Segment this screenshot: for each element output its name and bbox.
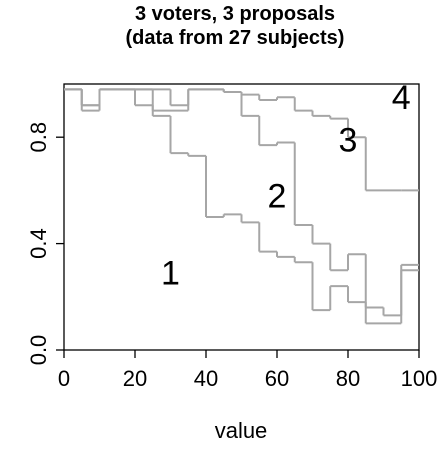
y-tick-label: 0.8 [26, 122, 51, 153]
y-tick-label: 0.0 [26, 335, 51, 366]
chart-subtitle: (data from 27 subjects) [126, 27, 345, 49]
x-tick-label: 80 [336, 366, 360, 391]
x-tick-label: 100 [401, 366, 438, 391]
annotation: 2 [268, 177, 287, 215]
x-tick-label: 0 [58, 366, 70, 391]
x-tick-label: 40 [194, 366, 218, 391]
y-tick-label: 0.4 [26, 228, 51, 259]
annotation: 4 [392, 79, 411, 117]
x-tick-label: 60 [265, 366, 289, 391]
x-axis-label: value [215, 418, 268, 443]
x-tick-label: 20 [123, 366, 147, 391]
chart-title: 3 voters, 3 proposals [135, 3, 335, 25]
annotation: 3 [339, 122, 358, 160]
annotation: 1 [161, 255, 180, 293]
plot-frame [63, 83, 420, 351]
